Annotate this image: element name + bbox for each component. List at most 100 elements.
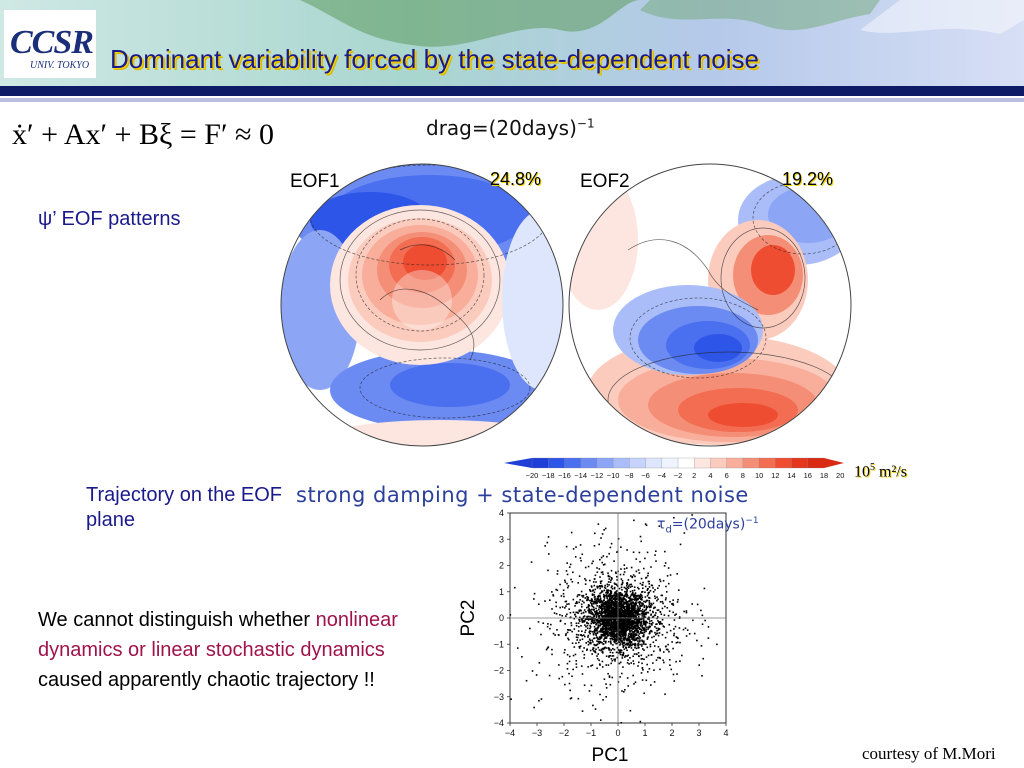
scatter-point	[641, 643, 643, 646]
scatter-point	[634, 646, 636, 649]
scatter-point	[613, 611, 615, 613]
scatter-point	[623, 639, 626, 641]
scatter-point	[596, 640, 598, 642]
scatter-point	[677, 589, 680, 591]
scatter-point	[664, 636, 667, 639]
scatter-point	[612, 655, 615, 657]
scatter-point	[597, 653, 600, 655]
colorbar-tick-label: 10	[755, 471, 763, 480]
colorbar-tick-label: −18	[542, 471, 555, 480]
scatter-point	[631, 622, 633, 624]
scatter-point	[603, 586, 606, 589]
scatter-point	[590, 630, 592, 633]
scatter-point	[650, 606, 652, 608]
scatter-point	[611, 578, 613, 580]
scatter-point	[586, 627, 589, 630]
scatter-point	[639, 624, 642, 626]
scatter-point	[567, 638, 570, 641]
scatter-point	[556, 573, 559, 575]
scatter-point	[621, 657, 624, 659]
scatter-point	[627, 603, 629, 606]
scatter-point	[586, 624, 589, 627]
scatter-point	[632, 633, 634, 635]
scatter-point	[631, 611, 634, 614]
scatter-point	[606, 555, 608, 558]
scatter-point	[667, 643, 669, 646]
scatter-point	[661, 618, 664, 621]
scatter-point	[607, 622, 610, 624]
scatter-point	[630, 620, 632, 622]
scatter-point	[617, 623, 620, 626]
scatter-point	[610, 617, 612, 620]
scatter-point	[619, 638, 621, 641]
scatter-point	[610, 604, 613, 607]
scatter-point	[564, 649, 566, 651]
scatter-point	[622, 619, 625, 621]
scatter-point	[618, 599, 621, 602]
scatter-point	[584, 624, 586, 626]
scatter-point	[597, 626, 600, 629]
scatter-point	[590, 598, 593, 600]
scatter-point	[628, 604, 631, 607]
scatter-point	[590, 600, 593, 602]
scatter-point	[656, 599, 658, 602]
scatter-point	[659, 648, 661, 651]
y-tick-label: 0	[499, 613, 504, 623]
scatter-point	[625, 587, 627, 590]
scatter-point	[582, 620, 584, 622]
scatter-point	[628, 663, 630, 665]
scatter-point	[581, 619, 583, 622]
scatter-point	[558, 634, 560, 636]
scatter-point	[586, 598, 589, 600]
x-tick-label: 1	[642, 728, 647, 738]
scatter-point	[620, 603, 622, 606]
scatter-point	[601, 616, 604, 619]
scatter-point	[576, 639, 579, 641]
scatter-point	[624, 634, 627, 637]
scatter-point	[629, 633, 632, 636]
scatter-point	[696, 639, 698, 642]
scatter-point	[588, 607, 590, 610]
scatter-point	[588, 604, 591, 607]
scatter-point	[637, 643, 639, 645]
scatter-point	[625, 584, 628, 587]
scatter-point	[620, 615, 622, 618]
scatter-point	[641, 639, 643, 642]
scatter-point	[617, 628, 620, 631]
scatter-point	[623, 612, 626, 615]
scatter-point	[648, 599, 651, 602]
scatter-point	[636, 598, 638, 600]
scatter-point	[632, 615, 635, 618]
scatter-point	[593, 594, 596, 596]
scatter-point	[584, 583, 587, 585]
scatter-point	[640, 610, 643, 612]
colorbar-segment	[564, 457, 582, 469]
scatter-point	[616, 575, 618, 578]
scatter-point	[612, 631, 614, 634]
scatter-point	[634, 626, 636, 628]
scatter-point	[619, 676, 621, 678]
scatter-point	[626, 549, 628, 551]
scatter-point	[653, 606, 656, 609]
scatter-point	[591, 648, 594, 651]
scatter-point	[593, 614, 595, 616]
scatter-point	[581, 618, 584, 620]
scatter-point	[631, 624, 633, 627]
scatter-point	[647, 611, 650, 614]
scatter-point	[635, 628, 637, 631]
scatter-point	[575, 663, 578, 665]
colorbar-tick-label: −12	[591, 471, 604, 480]
scatter-point	[612, 647, 614, 650]
scatter-point	[548, 674, 551, 677]
scatter-point	[615, 615, 618, 618]
scatter-point	[606, 600, 609, 603]
scatter-point	[636, 609, 639, 612]
scatter-point	[582, 594, 585, 597]
scatter-point	[633, 627, 636, 629]
scatter-point	[599, 584, 601, 587]
scatter-point	[592, 617, 595, 620]
scatter-point	[631, 608, 633, 611]
colorbar-tick-label: −2	[674, 471, 683, 480]
scatter-point	[665, 597, 667, 599]
scatter-point	[544, 545, 546, 547]
